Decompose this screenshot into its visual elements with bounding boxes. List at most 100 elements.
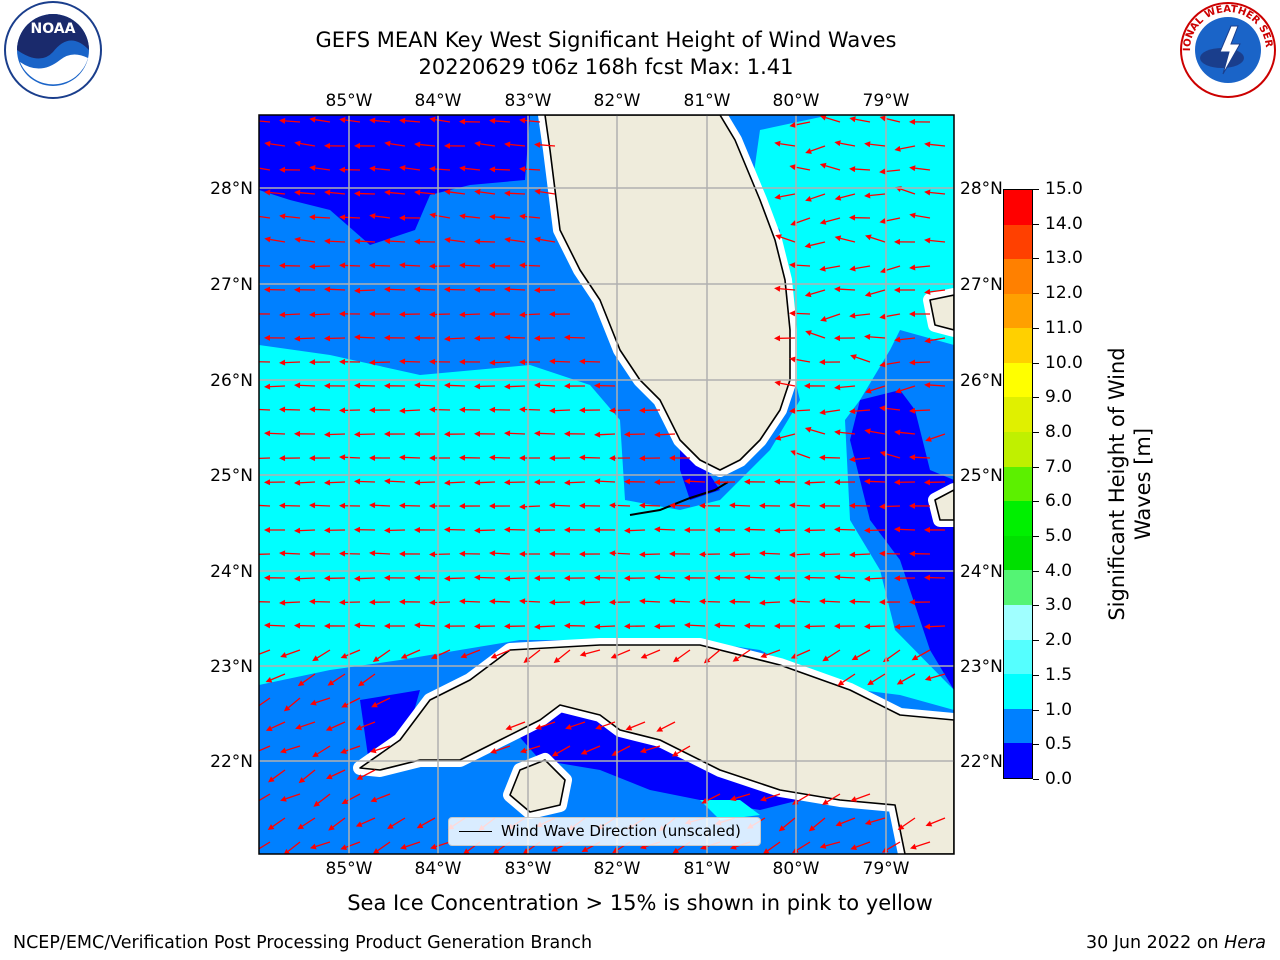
colorbar-ticks: 0.0 0.5 1.0 1.5 2.0 3.0 4.0 5.0 6.0 7.0 8.0 9.0 10.0… bbox=[1033, 179, 1093, 789]
wave-direction-arrowhead bbox=[354, 526, 361, 533]
wave-direction-arrow bbox=[885, 453, 901, 459]
wave-direction-arrowhead bbox=[864, 428, 871, 435]
wave-direction-arrow bbox=[259, 167, 271, 171]
wave-direction-arrowhead bbox=[444, 526, 451, 533]
wave-direction-arrowhead bbox=[789, 598, 796, 605]
wave-direction-arrow bbox=[510, 239, 526, 243]
wave-direction-arrow bbox=[464, 264, 481, 267]
wave-direction-arrowhead bbox=[356, 774, 364, 780]
land-florida bbox=[544, 115, 791, 471]
wave-direction-arrowhead bbox=[414, 431, 421, 438]
wave-direction-arrowhead bbox=[519, 598, 526, 605]
wave-direction-arrow bbox=[269, 432, 286, 435]
wave-direction-arrowhead bbox=[774, 335, 781, 342]
wave-direction-arrowhead bbox=[324, 479, 331, 486]
wave-direction-arrow bbox=[600, 721, 616, 728]
colorbar-tick-label: 5.0 bbox=[1045, 526, 1073, 547]
wave-direction-arrowhead bbox=[309, 843, 317, 850]
wave-direction-arrow bbox=[780, 236, 796, 243]
colorbar-segment bbox=[1004, 189, 1032, 225]
wave-direction-arrowhead bbox=[534, 382, 541, 389]
wave-direction-arrowhead bbox=[774, 193, 781, 200]
wave-direction-arrow bbox=[854, 553, 871, 556]
legend-line-swatch bbox=[459, 831, 492, 832]
wave-direction-arrowhead bbox=[594, 382, 601, 389]
wave-direction-arrow bbox=[809, 481, 826, 484]
wave-direction-arrow bbox=[539, 384, 556, 387]
wave-direction-arrow bbox=[464, 600, 481, 603]
wave-direction-arrow bbox=[259, 215, 271, 219]
wave-direction-arrowhead bbox=[371, 701, 378, 708]
wave-direction-arrow bbox=[676, 745, 691, 755]
wave-direction-arrow bbox=[915, 167, 931, 171]
wave-direction-arrowhead bbox=[444, 286, 451, 293]
wave-direction-arrow bbox=[796, 793, 811, 803]
wave-direction-arrowhead bbox=[519, 455, 526, 462]
wave-direction-arrowhead bbox=[327, 679, 335, 686]
wave-direction-arrowhead bbox=[822, 799, 829, 805]
wave-direction-arrowhead bbox=[264, 236, 271, 243]
wave-direction-arrowhead bbox=[804, 479, 811, 486]
wave-direction-arrow bbox=[540, 191, 556, 195]
wave-direction-arrowhead bbox=[489, 550, 496, 557]
colorbar bbox=[1003, 189, 1033, 779]
wave-direction-arrowhead bbox=[849, 312, 856, 319]
lat-label-right: 24°N bbox=[960, 562, 1003, 582]
wave-direction-arrowhead bbox=[324, 142, 331, 149]
wave-direction-arrow bbox=[269, 624, 286, 627]
wave-direction-arrowhead bbox=[804, 426, 812, 433]
wave-direction-arrowhead bbox=[551, 750, 559, 757]
wave-direction-arrowhead bbox=[774, 623, 781, 630]
wave-direction-arrowhead bbox=[429, 358, 436, 365]
wave-direction-arrowhead bbox=[804, 527, 811, 534]
wave-direction-arrow bbox=[259, 504, 271, 507]
wave-direction-arrow bbox=[930, 673, 946, 679]
lon-label-bottom: 83°W bbox=[505, 859, 552, 879]
wave-direction-arrowhead bbox=[369, 165, 376, 172]
wave-direction-arrowhead bbox=[339, 117, 346, 124]
colorbar-segment bbox=[1004, 535, 1032, 571]
wave-direction-arrowhead bbox=[279, 599, 286, 606]
wave-direction-arrowhead bbox=[609, 407, 616, 414]
wave-direction-arrowhead bbox=[298, 777, 306, 784]
colorbar-segment bbox=[1004, 466, 1032, 502]
wave-direction-arrowhead bbox=[774, 575, 781, 582]
wave-direction-arrow bbox=[374, 552, 391, 555]
wave-direction-arrowhead bbox=[805, 330, 812, 336]
wave-direction-arrowhead bbox=[313, 800, 320, 807]
wave-direction-arrowhead bbox=[865, 234, 872, 241]
wave-direction-arrow bbox=[377, 649, 391, 660]
wave-direction-arrowhead bbox=[849, 551, 856, 558]
wave-direction-arrowhead bbox=[789, 262, 796, 269]
lat-label-right: 25°N bbox=[960, 466, 1003, 486]
wave-direction-arrowhead bbox=[324, 286, 331, 293]
wave-direction-arrow bbox=[765, 793, 781, 800]
wave-direction-arrowhead bbox=[310, 699, 317, 706]
wave-direction-arrow bbox=[494, 600, 511, 603]
wave-direction-arrowhead bbox=[834, 526, 841, 533]
wave-direction-arrow bbox=[764, 601, 781, 604]
wave-direction-arrow bbox=[317, 793, 331, 804]
wave-direction-arrow bbox=[509, 336, 526, 339]
wave-direction-arrow bbox=[825, 117, 841, 123]
wave-direction-arrow bbox=[900, 145, 916, 150]
wave-direction-arrow bbox=[826, 793, 841, 803]
wave-direction-arrow bbox=[659, 528, 676, 531]
wave-direction-arrow bbox=[854, 457, 871, 460]
wave-direction-arrowhead bbox=[369, 599, 376, 606]
wave-direction-arrow bbox=[329, 240, 346, 243]
wave-direction-arrow bbox=[285, 793, 301, 800]
wave-direction-arrow bbox=[915, 841, 931, 848]
wave-direction-arrowhead bbox=[340, 652, 348, 659]
lat-label-left: 28°N bbox=[210, 179, 253, 199]
wave-direction-arrowhead bbox=[505, 724, 513, 731]
wave-direction-arrowhead bbox=[850, 796, 857, 802]
wave-direction-arrowhead bbox=[609, 502, 616, 509]
wave-direction-arrowhead bbox=[309, 550, 316, 557]
wave-direction-arrowhead bbox=[654, 526, 661, 533]
wave-direction-arrowhead bbox=[639, 407, 646, 414]
wave-direction-arrow bbox=[840, 431, 856, 435]
colorbar-tick-label: 11.0 bbox=[1045, 317, 1083, 338]
colorbar-tick-label: 12.0 bbox=[1045, 283, 1083, 304]
map-axis-labels: 85°W 85°W 84°W 84°W 83°W 83°W 82°W 82°W 81°W 81°W… bbox=[210, 91, 1003, 879]
